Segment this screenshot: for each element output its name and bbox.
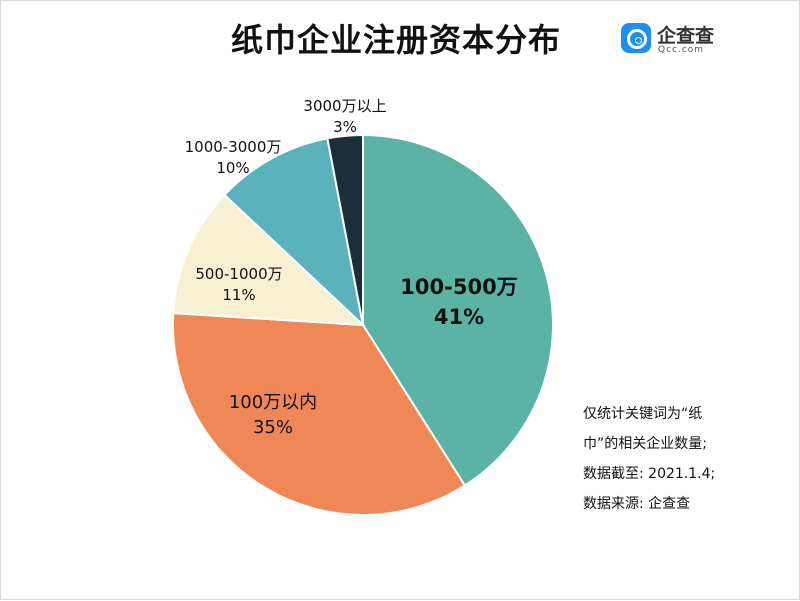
slice-label-100-500-value: 41% bbox=[434, 305, 484, 329]
slice-label-1000-3000-value: 10% bbox=[216, 159, 249, 177]
slice-label-over-3000-value: 3% bbox=[333, 118, 357, 136]
slice-label-500-1000-category: 500-1000万 bbox=[195, 265, 282, 283]
pie-slice bbox=[172, 193, 366, 327]
qcc-logo: 企查查 Qcc.com bbox=[621, 21, 731, 61]
pie-slice bbox=[362, 133, 554, 487]
footnote-line: 巾”的相关企业数量; bbox=[583, 436, 707, 452]
magnifier-icon bbox=[621, 23, 651, 53]
slice-label-1000-3000-category: 1000-3000万 bbox=[185, 138, 282, 156]
slice-label-100-500-category: 100-500万 bbox=[400, 275, 517, 299]
slice-label-under-100-category: 100万以内 bbox=[229, 392, 317, 413]
slice-label-under-100-value: 35% bbox=[253, 417, 293, 438]
footnote-line: 仅统计关键词为“纸 bbox=[583, 406, 703, 422]
chart-title: 纸巾企业注册资本分布 bbox=[230, 21, 561, 59]
pie-slice bbox=[326, 133, 364, 326]
footnote-line: 数据来源: 企查查 bbox=[583, 496, 691, 512]
footnote: 仅统计关键词为“纸 巾”的相关企业数量; 数据截至: 2021.1.4; 数据来… bbox=[583, 399, 783, 519]
pie-slice bbox=[223, 137, 365, 328]
logo-sub: Qcc.com bbox=[658, 45, 705, 55]
slice-label-500-1000-value: 11% bbox=[222, 286, 255, 304]
footnote-line: 数据截至: 2021.1.4; bbox=[583, 466, 716, 482]
slice-label-over-3000-category: 3000万以上 bbox=[303, 97, 386, 115]
logo-name: 企查查 bbox=[657, 25, 715, 47]
pie-slice bbox=[171, 312, 467, 516]
